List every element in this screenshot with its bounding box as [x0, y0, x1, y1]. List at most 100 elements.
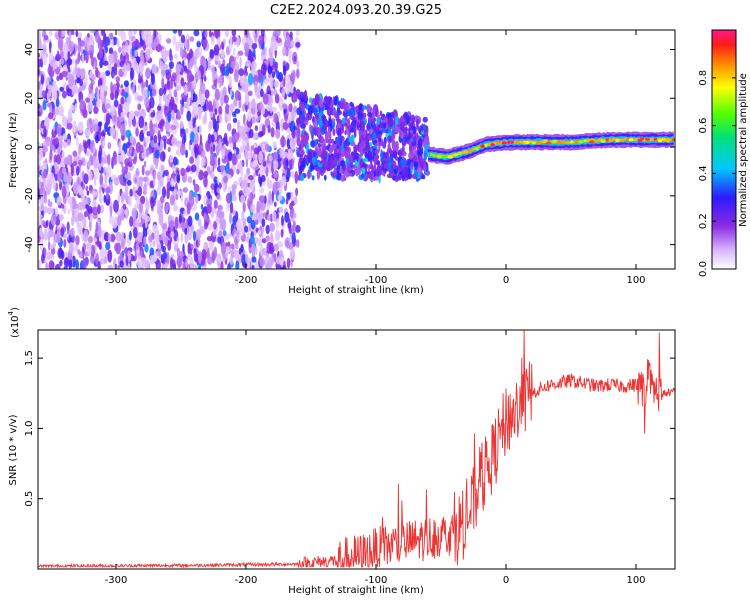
transition-blob: [333, 96, 338, 106]
snr-y-axis-label: SNR (10 * v/v): [8, 414, 19, 485]
noise-blob: [247, 73, 254, 86]
noise-blob: [201, 265, 208, 269]
x-tick-label: -200: [235, 575, 258, 586]
noise-blob: [87, 205, 93, 213]
noise-blob: [126, 179, 132, 186]
transition-blob: [388, 116, 394, 128]
noise-blob: [180, 167, 186, 177]
transition-blob: [392, 144, 399, 152]
noise-blob: [180, 77, 185, 87]
noise-blob: [168, 93, 172, 101]
signal-hotspot: [457, 151, 462, 155]
noise-blob: [127, 250, 132, 258]
transition-blob: [300, 123, 307, 129]
noise-blob: [273, 39, 276, 51]
transition-blob: [296, 107, 300, 116]
noise-blob: [157, 105, 162, 111]
noise-blob: [55, 97, 60, 108]
noise-blob: [43, 206, 49, 213]
noise-blob: [105, 199, 110, 206]
noise-blob: [85, 185, 89, 192]
noise-blob: [62, 133, 68, 141]
noise-blob: [38, 110, 41, 117]
transition-blob: [356, 153, 359, 162]
noise-blob: [247, 90, 253, 97]
noise-blob: [68, 74, 75, 87]
transition-blob: [378, 137, 382, 142]
noise-blob: [254, 219, 259, 225]
noise-blob: [89, 30, 96, 34]
noise-blob: [167, 226, 171, 239]
noise-blob: [189, 36, 195, 42]
transition-blob: [409, 162, 414, 169]
noise-blob: [162, 50, 168, 63]
noise-blob: [82, 257, 89, 267]
noise-blob: [77, 121, 84, 134]
noise-blob: [60, 30, 66, 38]
noise-blob: [137, 103, 142, 111]
transition-blob: [343, 140, 348, 149]
noise-blob: [125, 129, 132, 139]
noise-blob: [60, 250, 65, 260]
noise-blob: [75, 136, 79, 147]
noise-blob: [95, 134, 99, 144]
noise-blob: [88, 83, 93, 95]
noise-blob: [131, 45, 135, 57]
noise-blob: [50, 254, 54, 260]
x-tick-label: 0: [503, 575, 509, 586]
noise-blob: [235, 260, 240, 269]
noise-blob: [293, 86, 296, 93]
noise-blob: [268, 242, 274, 255]
noise-blob: [137, 186, 142, 197]
transition-blob: [395, 127, 401, 133]
noise-blob: [217, 236, 222, 244]
noise-blob: [247, 229, 250, 240]
noise-blob: [160, 253, 164, 264]
noise-blob: [245, 253, 249, 264]
noise-blob: [274, 128, 281, 139]
noise-blob: [68, 30, 72, 42]
noise-blob: [103, 166, 106, 175]
noise-blob: [103, 85, 108, 92]
colorbar-tick-label: 0.4: [698, 165, 709, 181]
noise-blob: [250, 61, 257, 71]
noise-blob: [149, 96, 155, 109]
noise-blob: [43, 248, 47, 257]
noise-blob: [99, 92, 104, 99]
noise-blob: [233, 99, 238, 107]
noise-blob: [87, 101, 93, 112]
noise-blob: [244, 92, 250, 105]
noise-blob: [191, 109, 196, 119]
noise-blob: [153, 170, 156, 181]
noise-blob: [256, 200, 261, 213]
noise-blob: [254, 80, 258, 93]
noise-blob: [86, 131, 90, 140]
transition-blob: [424, 144, 430, 154]
noise-blob: [272, 141, 277, 149]
spectrogram-frame: [37, 29, 676, 270]
noise-blob: [234, 236, 238, 246]
noise-blob: [199, 94, 206, 106]
noise-blob: [167, 240, 172, 252]
noise-blob: [75, 58, 80, 65]
noise-blob: [294, 170, 299, 184]
noise-blob: [140, 81, 147, 89]
transition-blob: [307, 169, 311, 180]
noise-blob: [250, 235, 255, 245]
noise-blob: [61, 70, 68, 78]
noise-blob: [58, 101, 62, 113]
noise-blob: [212, 98, 216, 109]
noise-blob: [184, 227, 188, 235]
noise-blob: [273, 159, 278, 171]
noise-blob: [231, 30, 237, 37]
noise-blob: [63, 257, 70, 268]
noise-blob: [285, 159, 289, 167]
noise-blob: [285, 197, 289, 205]
noise-blob: [132, 117, 136, 127]
noise-blob: [168, 220, 175, 229]
transition-blob: [416, 149, 423, 156]
noise-blob: [288, 50, 293, 58]
noise-blob: [185, 167, 191, 173]
transition-blob: [379, 141, 385, 147]
transition-blob: [364, 151, 368, 158]
